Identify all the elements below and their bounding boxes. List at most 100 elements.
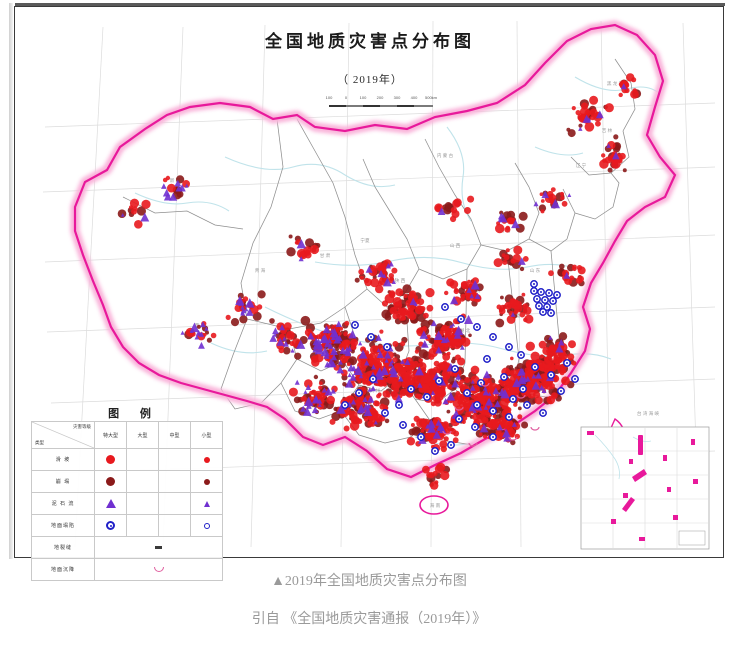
disaster-point-debris-flow [370, 385, 376, 392]
disaster-point-landslide [571, 360, 577, 366]
disaster-point-landslide [539, 192, 544, 196]
disaster-point-subsidence [454, 406, 464, 411]
disaster-point-landslide [344, 339, 351, 346]
disaster-point-debris-flow [612, 151, 620, 160]
disaster-point-ground-collapse [505, 343, 513, 351]
disaster-point-debris-flow [294, 379, 300, 385]
disaster-point-debris-flow [245, 308, 254, 316]
disaster-point-landslide [435, 368, 441, 374]
map-figure: 黑 龙 江吉 林辽 宁内 蒙 古新 疆青 海西 藏甘 肃四 川云 南广 西广 东… [9, 3, 725, 581]
disaster-point-debris-flow [240, 307, 247, 314]
disaster-point-landslide [465, 412, 471, 417]
disaster-point-ground-collapse [563, 359, 571, 367]
disaster-point-collapse [294, 352, 302, 360]
disaster-point-debris-flow [324, 361, 331, 368]
disaster-point-landslide [401, 309, 408, 316]
disaster-point-landslide [134, 220, 143, 229]
disaster-point-debris-flow [449, 324, 453, 329]
disaster-point-landslide [631, 77, 637, 83]
disaster-point-ground-collapse [369, 375, 377, 383]
disaster-point-debris-flow [464, 314, 474, 324]
legend-symbol-cell [95, 493, 127, 514]
disaster-point-landslide [524, 367, 531, 373]
disaster-point-landslide [560, 195, 565, 201]
disaster-point-debris-flow [312, 337, 321, 346]
disaster-point-subsidence [530, 426, 540, 431]
disaster-point-landslide [392, 378, 398, 384]
disaster-point-landslide [391, 267, 398, 274]
disaster-point-debris-flow [483, 370, 491, 379]
disaster-point-landslide [546, 351, 553, 358]
disaster-point-landslide [554, 362, 561, 370]
disaster-point-landslide [507, 420, 514, 427]
legend-grade-3: 小型 [201, 432, 212, 439]
disaster-point-landslide [210, 332, 217, 339]
disaster-point-debris-flow [376, 348, 381, 353]
disaster-point-collapse [282, 346, 291, 355]
disaster-point-landslide [630, 89, 639, 99]
disaster-point-ground-collapse [473, 323, 481, 331]
disaster-point-landslide [601, 153, 606, 158]
strait-marks [622, 435, 647, 512]
disaster-point-ground-collapse [571, 375, 579, 383]
disaster-point-collapse [519, 266, 525, 272]
disaster-point-collapse [293, 396, 301, 404]
disaster-point-landslide [519, 311, 526, 318]
disaster-point-landslide [517, 414, 523, 420]
disaster-point-ground-collapse [557, 387, 565, 395]
disaster-point-landslide [288, 387, 298, 397]
disaster-point-collapse [495, 318, 505, 328]
disaster-point-debris-flow [307, 332, 315, 340]
disaster-point-landslide [471, 394, 475, 399]
legend-corner-grade: 灾害等级 [73, 424, 91, 429]
disaster-points-subsidence [442, 382, 540, 447]
disaster-point-collapse [354, 277, 360, 283]
disaster-point-landslide [479, 432, 483, 437]
disaster-point-landslide [540, 199, 545, 203]
disaster-point-debris-flow [420, 340, 429, 348]
disaster-point-landslide [446, 351, 451, 356]
disaster-point-landslide [464, 377, 471, 383]
disaster-point-landslide [514, 433, 520, 440]
disaster-point-debris-flow [365, 265, 373, 273]
legend-symbol-cell [95, 471, 127, 492]
disaster-point-landslide [550, 187, 556, 193]
disaster-point-landslide [522, 303, 528, 310]
disaster-point-debris-flow [606, 143, 611, 148]
disaster-point-debris-flow [169, 192, 178, 201]
disaster-point-landslide [343, 425, 350, 432]
disaster-point-ground-collapse [519, 385, 527, 393]
disaster-point-debris-flow [305, 384, 312, 390]
legend-row-label: 泥 石 流 [32, 493, 95, 514]
disaster-point-collapse [622, 168, 627, 173]
legend-corner-type: 类型 [35, 440, 44, 445]
disaster-point-debris-flow [339, 346, 347, 354]
disaster-point-landslide [395, 310, 400, 315]
disaster-point-landslide [415, 393, 421, 399]
disaster-point-ground-collapse [543, 303, 551, 311]
disaster-point-landslide [542, 359, 552, 369]
disaster-point-landslide [421, 326, 428, 332]
disaster-point-landslide [350, 338, 358, 347]
disaster-point-landslide [128, 205, 134, 210]
disaster-point-debris-flow [498, 388, 507, 396]
disaster-point-subsidence [480, 382, 490, 387]
legend-row-label-text: 崩 塌 [55, 479, 71, 485]
disaster-point-landslide [505, 248, 510, 253]
hainan-island [419, 495, 449, 515]
disaster-point-debris-flow [479, 423, 489, 433]
disaster-point-debris-flow [336, 335, 343, 342]
disaster-point-debris-flow [453, 325, 464, 336]
disaster-point-landslide [368, 359, 373, 364]
disaster-point-landslide [530, 351, 540, 361]
disaster-point-landslide [549, 383, 555, 389]
legend-symbol-tri-sm [203, 500, 210, 507]
disaster-point-collapse [544, 334, 552, 343]
disaster-point-ground-collapse [530, 287, 538, 295]
disaster-point-landslide [412, 360, 419, 368]
province-label: 甘 肃 [320, 252, 331, 259]
disaster-point-ground-collapse [417, 433, 425, 441]
legend-symbol-cell [127, 515, 159, 536]
disaster-point-debris-flow [161, 183, 167, 189]
disaster-point-debris-flow [511, 219, 520, 229]
